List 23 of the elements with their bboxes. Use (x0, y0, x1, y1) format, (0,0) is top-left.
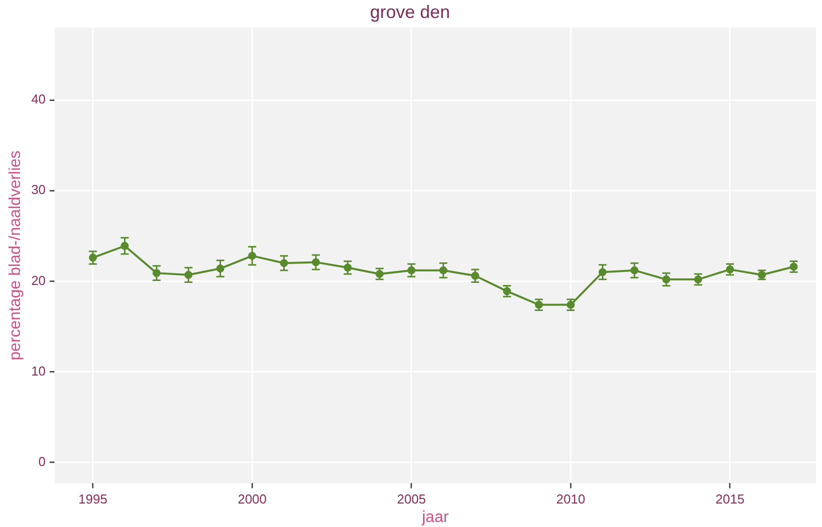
y-tick-label: 0 (38, 454, 46, 469)
point (630, 266, 638, 274)
point (152, 269, 161, 278)
y-axis-title: percentage blad-/naaldverlies (7, 150, 24, 360)
point (184, 270, 192, 279)
point (120, 242, 129, 250)
y-tick-label: 40 (31, 92, 46, 107)
x-tick-label: 2015 (716, 492, 744, 507)
chart-title: grove den (370, 2, 450, 22)
x-axis-title: jaar (420, 508, 450, 526)
point (312, 258, 320, 266)
y-tick-label: 10 (31, 363, 46, 378)
x-tick-label: 2010 (556, 492, 586, 507)
y-tick-label: 30 (31, 182, 46, 198)
x-tick-label: 2005 (396, 492, 426, 507)
x-tick-label: 1995 (78, 492, 108, 507)
point (598, 268, 607, 276)
point (280, 259, 288, 268)
point (216, 264, 224, 273)
point (248, 252, 256, 260)
point (439, 266, 448, 274)
x-tick-label: 2000 (238, 492, 267, 507)
y-tick-label: 20 (31, 272, 46, 288)
